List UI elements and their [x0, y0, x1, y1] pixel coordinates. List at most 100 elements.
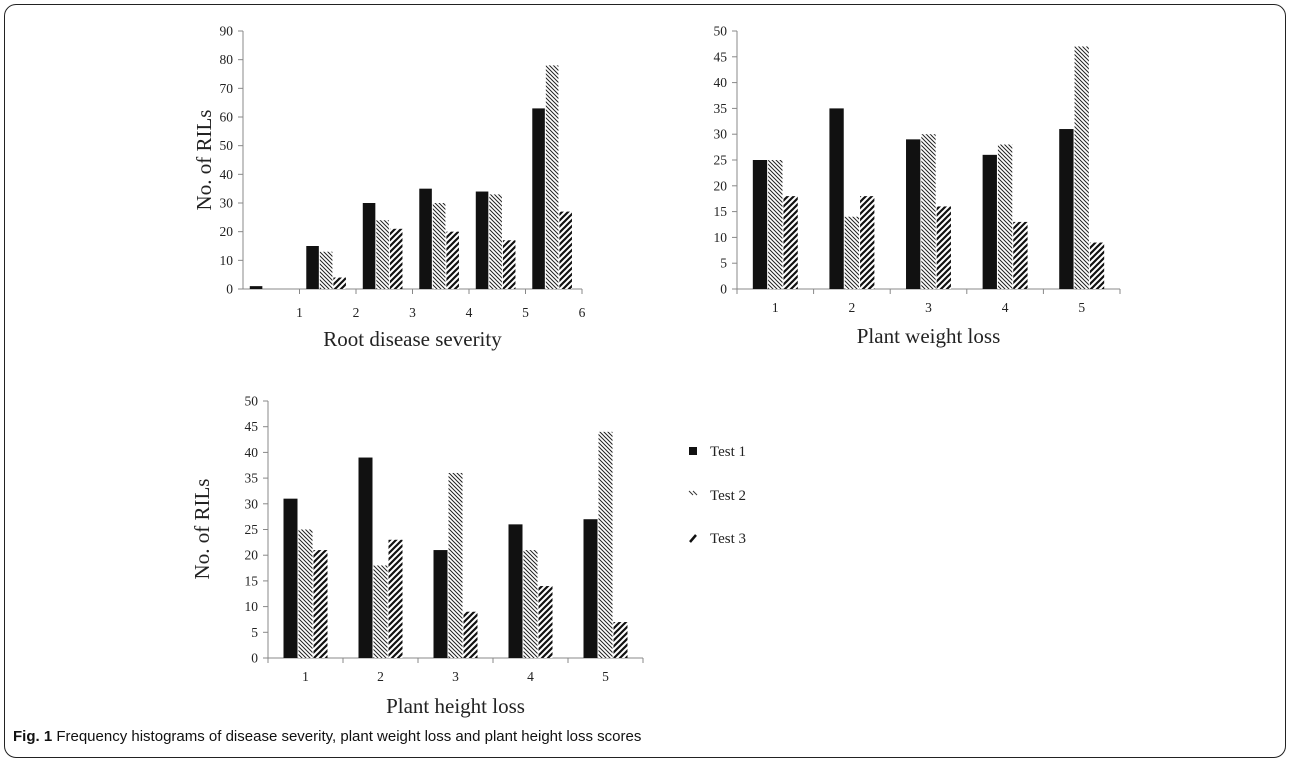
bar-test-2 — [489, 194, 502, 289]
y-tick-label: 5 — [251, 625, 258, 640]
x-tick-label: 4 — [466, 305, 473, 320]
y-tick-label: 0 — [720, 282, 727, 297]
legend-hatch — [692, 490, 698, 496]
y-tick-label: 45 — [714, 49, 728, 64]
bar-test-1 — [532, 108, 545, 290]
bar-test-2 — [523, 550, 538, 658]
bar-test-3 — [446, 231, 459, 289]
bar-test-1 — [306, 246, 319, 289]
y-tick-label: 90 — [220, 24, 234, 39]
y-tick-label: 15 — [245, 573, 259, 588]
bar-test-1 — [433, 550, 448, 658]
x-tick-label: 1 — [302, 669, 309, 684]
bar-test-3 — [1013, 221, 1028, 289]
x-tick-label: 5 — [1078, 300, 1085, 315]
bar-test-1 — [419, 188, 432, 289]
legend-label: Test 3 — [710, 531, 746, 547]
y-tick-label: 10 — [714, 230, 728, 245]
bar-test-3 — [1089, 242, 1105, 289]
legend-swatch-test-1 — [689, 447, 697, 455]
chart-1: 0 10 20 30 40 50 60 70 80 90 1 2 3 4 5 6 Root disease se… — [192, 24, 586, 352]
y-axis-title: No. of RILs — [192, 110, 216, 211]
bar-test-1 — [752, 160, 768, 289]
bar-test-2 — [373, 565, 388, 658]
bar-test-1 — [249, 286, 263, 289]
x-tick-label: 2 — [849, 300, 856, 315]
figure-caption: Fig. 1 Frequency histograms of disease s… — [13, 728, 641, 745]
bar-test-2 — [448, 472, 463, 658]
y-tick-label: 40 — [220, 167, 234, 182]
legend-item: Test 3 — [689, 531, 746, 547]
x-tick-label: 3 — [409, 305, 416, 320]
y-tick-label: 30 — [714, 127, 728, 142]
bar-test-2 — [545, 65, 559, 290]
x-tick-label: 2 — [353, 305, 360, 320]
bar-test-3 — [613, 622, 628, 658]
legend: Test 1 Test 2 Test 3 — [688, 444, 746, 547]
bar-test-1 — [906, 139, 921, 289]
bar-test-3 — [783, 196, 798, 289]
x-tick-label: 6 — [579, 305, 586, 320]
x-tick-label: 5 — [522, 305, 529, 320]
y-tick-label: 35 — [714, 101, 728, 116]
legend-label: Test 2 — [710, 488, 746, 504]
bar-test-2 — [1074, 46, 1089, 290]
y-tick-label: 15 — [714, 204, 728, 219]
bar-test-2 — [319, 251, 333, 289]
x-axis-title: Plant weight loss — [857, 324, 1001, 348]
bar-test-3 — [559, 211, 572, 289]
bar-test-3 — [860, 196, 875, 289]
bar-test-3 — [463, 611, 478, 658]
y-tick-label: 20 — [714, 178, 728, 193]
bar-test-2 — [768, 160, 783, 289]
legend-hatch — [688, 490, 694, 496]
y-tick-label: 25 — [245, 522, 259, 537]
y-tick-label: 10 — [220, 253, 234, 268]
y-tick-label: 0 — [226, 282, 233, 297]
bar-test-3 — [333, 277, 346, 289]
y-tick-label: 10 — [245, 599, 259, 614]
bar-test-1 — [362, 203, 376, 289]
x-tick-label: 1 — [296, 305, 303, 320]
caption-label: Fig. 1 — [13, 728, 53, 745]
figure-frame — [4, 4, 1286, 758]
bar-test-2 — [844, 216, 860, 289]
x-axis-title: Root disease severity — [323, 327, 502, 351]
x-tick-label: 5 — [602, 669, 609, 684]
legend-swatch-test-2 — [688, 490, 698, 496]
bar-test-1 — [508, 524, 523, 658]
bar-test-2 — [298, 529, 313, 658]
bar-test-1 — [829, 108, 844, 290]
bar-test-1 — [475, 191, 489, 289]
y-tick-label: 30 — [245, 496, 259, 511]
x-tick-label: 3 — [925, 300, 932, 315]
bar-test-1 — [982, 154, 997, 289]
bar-test-3 — [502, 240, 516, 289]
bar-test-3 — [538, 586, 553, 658]
y-tick-label: 0 — [251, 651, 258, 666]
y-tick-label: 60 — [220, 110, 234, 125]
bar-test-2 — [921, 134, 936, 289]
y-tick-label: 30 — [220, 196, 234, 211]
y-tick-label: 50 — [245, 394, 259, 409]
y-tick-label: 25 — [714, 153, 728, 168]
bar-test-1 — [358, 457, 373, 658]
x-tick-label: 2 — [377, 669, 384, 684]
caption-text: Frequency histograms of disease severity… — [56, 728, 642, 745]
bar-test-2 — [997, 144, 1013, 289]
y-axis-title: No. of RILs — [190, 479, 214, 580]
y-tick-label: 20 — [220, 224, 234, 239]
x-axis-title: Plant height loss — [386, 694, 525, 718]
legend-swatch-test-3 — [689, 534, 697, 543]
y-tick-label: 20 — [245, 548, 259, 563]
x-tick-label: 1 — [772, 300, 779, 315]
y-tick-label: 45 — [245, 419, 259, 434]
bar-test-1 — [583, 519, 598, 658]
legend-item: Test 2 — [688, 488, 746, 504]
bar-test-2 — [376, 220, 389, 289]
y-tick-label: 35 — [245, 471, 259, 486]
bar-test-2 — [432, 203, 446, 289]
y-tick-label: 80 — [220, 52, 234, 67]
